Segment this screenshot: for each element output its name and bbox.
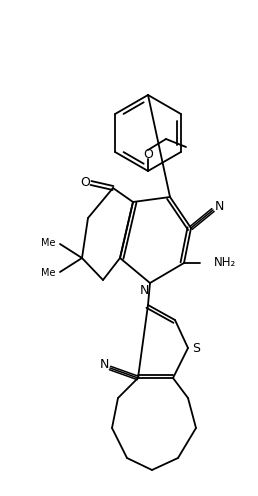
Text: N: N: [139, 284, 149, 297]
Text: Me: Me: [42, 268, 56, 278]
Text: O: O: [143, 148, 153, 162]
Text: N: N: [99, 359, 109, 372]
Text: N: N: [214, 199, 224, 212]
Text: NH₂: NH₂: [214, 256, 236, 269]
Text: S: S: [192, 342, 200, 355]
Text: O: O: [80, 177, 90, 189]
Text: Me: Me: [42, 238, 56, 248]
